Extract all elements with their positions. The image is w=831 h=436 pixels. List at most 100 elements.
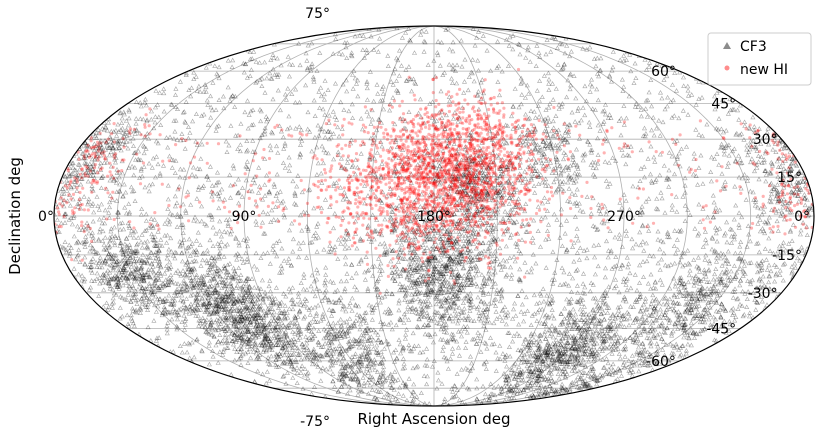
cf3-point	[391, 168, 397, 174]
cf3-point	[294, 380, 300, 385]
cf3-point	[395, 57, 401, 63]
cf3-point	[628, 143, 634, 149]
cf3-point	[527, 382, 533, 387]
cf3-point	[180, 298, 186, 304]
cf3-point	[456, 273, 462, 278]
cf3-point	[301, 271, 307, 277]
cf3-point	[238, 272, 244, 277]
cf3-point	[74, 182, 80, 187]
cf3-point	[713, 249, 719, 255]
cf3-point	[356, 368, 362, 374]
cf3-point	[538, 292, 544, 298]
cf3-point	[608, 78, 615, 84]
cf3-point	[602, 265, 609, 271]
cf3-point	[633, 241, 639, 247]
cf3-point	[318, 85, 324, 90]
cf3-point	[198, 263, 204, 268]
cf3-point	[800, 179, 806, 184]
cf3-point	[300, 209, 307, 215]
cf3-point	[323, 366, 329, 372]
cf3-point	[515, 177, 521, 183]
cf3-point	[440, 315, 446, 321]
cf3-point	[375, 286, 381, 291]
cf3-point	[318, 352, 324, 358]
cf3-point	[112, 262, 118, 267]
cf3-point	[302, 296, 308, 301]
cf3-point	[402, 382, 408, 388]
cf3-point	[255, 190, 262, 195]
cf3-point	[538, 333, 544, 338]
cf3-point	[513, 203, 519, 209]
cf3-point	[115, 214, 121, 219]
cf3-point	[129, 295, 135, 300]
cf3-point	[400, 163, 406, 169]
cf3-point	[546, 183, 552, 188]
cf3-point	[79, 273, 85, 278]
cf3-point	[187, 130, 193, 135]
cf3-point	[433, 257, 439, 263]
cf3-point	[388, 145, 394, 151]
cf3-point	[473, 183, 480, 188]
cf3-point	[423, 29, 429, 34]
cf3-point	[275, 197, 281, 203]
cf3-point	[484, 345, 490, 351]
cf3-point	[463, 365, 469, 371]
cf3-point	[120, 170, 126, 176]
cf3-point	[82, 276, 88, 282]
cf3-point	[396, 337, 402, 342]
cf3-point	[300, 286, 307, 292]
cf3-point	[466, 175, 472, 180]
cf3-point	[762, 246, 768, 251]
cf3-point	[718, 126, 724, 131]
cf3-point	[604, 218, 610, 224]
cf3-point	[137, 100, 143, 105]
cf3-point	[379, 268, 385, 273]
cf3-point	[312, 293, 318, 299]
cf3-point	[169, 165, 175, 170]
cf3-point	[516, 41, 522, 46]
cf3-point	[372, 394, 378, 400]
cf3-point	[442, 277, 448, 282]
cf3-point	[617, 200, 623, 205]
cf3-point	[577, 245, 583, 250]
cf3-point	[165, 196, 171, 202]
cf3-point	[576, 200, 582, 206]
cf3-point	[154, 221, 160, 227]
cf3-point	[392, 121, 398, 127]
cf3-point	[549, 307, 555, 312]
cf3-point	[91, 249, 97, 254]
cf3-point	[411, 343, 417, 348]
cf3-point	[285, 54, 291, 59]
cf3-point	[519, 301, 525, 307]
cf3-point	[72, 167, 78, 172]
cf3-point	[352, 75, 358, 81]
cf3-point	[330, 280, 336, 285]
cf3-point	[420, 273, 426, 279]
cf3-point	[190, 164, 196, 170]
cf3-point	[441, 326, 447, 331]
cf3-point	[706, 279, 712, 284]
cf3-point	[318, 378, 324, 383]
cf3-point	[732, 231, 738, 237]
cf3-point	[318, 344, 324, 349]
cf3-point	[440, 121, 446, 127]
cf3-point	[449, 394, 455, 400]
cf3-point	[685, 83, 691, 89]
cf3-point	[379, 143, 385, 149]
cf3-point	[550, 281, 556, 286]
cf3-point	[440, 281, 446, 287]
cf3-point	[216, 205, 222, 211]
cf3-point	[279, 299, 285, 305]
cf3-point	[465, 191, 471, 197]
cf3-point	[200, 279, 206, 284]
cf3-point	[211, 333, 217, 338]
cf3-point	[591, 242, 597, 248]
cf3-point	[170, 157, 177, 163]
cf3-point	[312, 113, 318, 118]
cf3-point	[97, 254, 103, 260]
cf3-point	[163, 277, 169, 282]
cf3-point	[225, 340, 231, 346]
cf3-point	[524, 82, 530, 88]
cf3-point	[187, 275, 193, 280]
cf3-point	[432, 239, 438, 244]
